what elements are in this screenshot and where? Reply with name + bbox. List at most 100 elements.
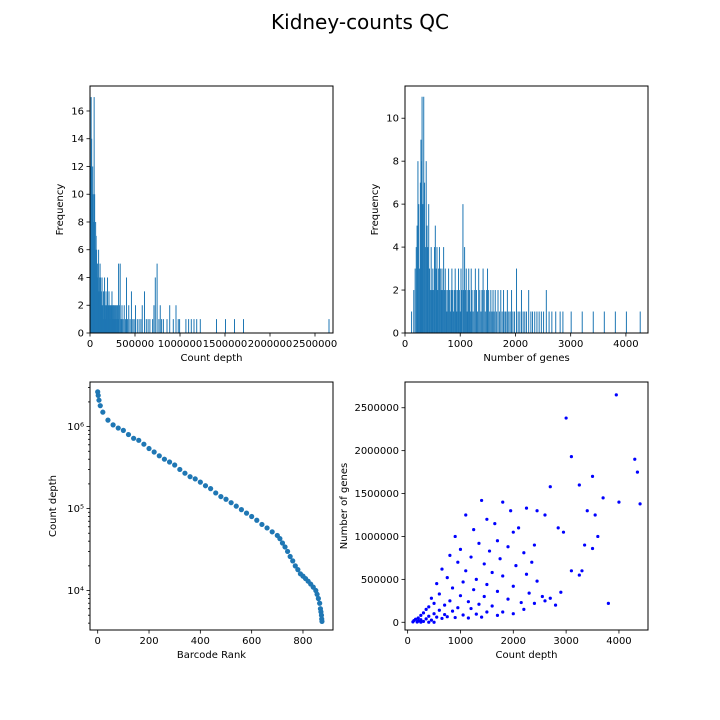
hist-bar: [520, 290, 522, 333]
hist-bar: [172, 319, 174, 333]
scatter-point: [511, 530, 515, 534]
hist-bar: [454, 268, 456, 333]
axes-frame: [404, 85, 649, 334]
hist-bar: [461, 290, 463, 333]
hist-bar: [551, 311, 553, 333]
scatter-point: [477, 602, 481, 606]
hist-bar: [504, 311, 506, 333]
scatter-point: [469, 555, 473, 559]
x-tick-label: 4000: [613, 339, 638, 350]
x-tick-label: 0: [95, 636, 101, 647]
x-axis-label: Barcode Rank: [177, 650, 246, 661]
hist-bar: [117, 319, 119, 333]
hist-bar: [147, 319, 149, 333]
hist-bar: [169, 305, 171, 333]
hist-bar: [505, 311, 507, 333]
hist-bar: [441, 268, 443, 333]
hist-bar: [417, 161, 419, 333]
x-tick-label: 4000: [606, 636, 631, 647]
hist-bar: [144, 291, 145, 333]
hist-bar: [158, 319, 160, 333]
scatter-point: [450, 609, 455, 613]
hist-bar: [118, 263, 120, 333]
hist-bar: [477, 311, 479, 333]
hist-bar: [540, 311, 542, 333]
scatter-point: [453, 534, 457, 539]
hist-bar: [443, 247, 445, 333]
scatter-point: [259, 521, 265, 528]
hist-bar: [467, 290, 469, 333]
hist-bar: [524, 311, 526, 333]
scatter-point: [100, 409, 106, 415]
scatter-point: [540, 594, 544, 599]
scatter-point: [151, 449, 157, 455]
scatter-point: [131, 435, 137, 441]
plot-area: [411, 96, 641, 333]
hist-bar: [453, 290, 455, 333]
hist-bar: [543, 311, 545, 333]
hist-bar: [446, 311, 448, 333]
scatter-point: [432, 620, 436, 624]
scatter-point: [532, 601, 537, 606]
hist-bar: [129, 319, 131, 333]
y-tick-label: 10⁴: [67, 586, 84, 597]
scatter-point: [315, 595, 321, 602]
y-tick-label: 2: [393, 286, 399, 297]
scatter-point: [161, 456, 168, 462]
hist-bar: [127, 319, 129, 333]
hist-bar: [434, 225, 436, 333]
hist-bar: [494, 290, 496, 333]
y-axis-label: Count depth: [48, 475, 59, 537]
hist-bar: [456, 311, 458, 333]
hist-bar: [470, 268, 472, 333]
hist-bar: [570, 311, 572, 333]
scatter-point: [461, 613, 465, 617]
scatter-point: [228, 500, 234, 506]
x-tick-label: 2500000: [293, 339, 338, 350]
scatter-point: [172, 462, 178, 468]
scatter-point: [424, 607, 428, 612]
hist-bar: [425, 161, 427, 333]
hist-bar: [416, 225, 418, 333]
scatter-point: [287, 553, 293, 560]
scatter-point: [601, 496, 605, 500]
y-tick-label: 12: [71, 162, 84, 173]
scatter-point: [269, 529, 275, 535]
x-tick-label: 2000: [501, 636, 526, 647]
hist-bar: [485, 290, 487, 333]
count-depth-histogram: 0 500000 1000000 1500000 2000000 2500000 0 2 4 6 8…: [55, 85, 338, 364]
hist-bar: [433, 290, 435, 333]
scatter-point: [317, 600, 323, 606]
hist-bar: [492, 290, 494, 333]
scatter-point: [569, 569, 574, 573]
scatter-point: [110, 422, 116, 428]
hist-bar: [145, 319, 147, 333]
scatter-point: [509, 509, 513, 513]
hist-bar: [516, 268, 518, 333]
hist-bar: [443, 290, 445, 333]
scatter-point: [453, 615, 457, 620]
hist-bar: [562, 311, 564, 333]
scatter-point: [474, 577, 478, 581]
hist-bar: [429, 268, 431, 333]
hist-bar: [481, 290, 483, 333]
hist-bar: [141, 305, 143, 333]
scatter-point: [638, 502, 642, 506]
scatter-point: [440, 567, 444, 571]
scatter-point: [561, 530, 566, 534]
hist-bar: [525, 311, 527, 333]
scatter-point: [501, 610, 505, 614]
y-tick-label: 500000: [361, 575, 399, 586]
hist-bar: [555, 311, 557, 333]
scatter-point: [427, 614, 431, 618]
hist-bar: [450, 290, 452, 333]
hist-bar: [424, 247, 426, 333]
scatter-point: [522, 607, 526, 612]
hist-bar: [439, 268, 441, 333]
scatter-point: [553, 603, 558, 607]
y-tick-label: 10⁶: [67, 422, 84, 433]
scatter-point: [435, 615, 439, 619]
scatter-point: [501, 574, 505, 578]
hist-bar: [128, 305, 130, 333]
hist-bar: [156, 263, 158, 333]
